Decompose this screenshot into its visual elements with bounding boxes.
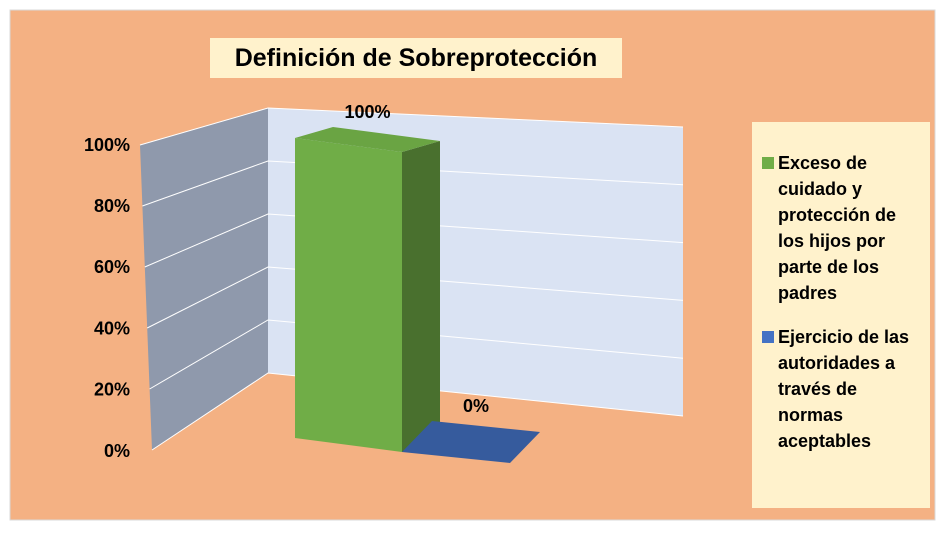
bar-top [402, 421, 540, 463]
grid-line [151, 372, 684, 451]
legend-swatch [762, 331, 774, 343]
y-tick-label: 0% [104, 441, 130, 461]
grid-line [139, 107, 684, 146]
bar [402, 421, 540, 463]
grid-line [142, 160, 684, 207]
y-tick-label: 80% [94, 196, 130, 216]
legend-label: Exceso de cuidado y protección de los hi… [778, 153, 897, 303]
legend-swatch [762, 157, 774, 169]
grid-line [146, 266, 684, 329]
bar-side [402, 141, 440, 452]
side-wall [140, 108, 268, 450]
grid-line [149, 319, 684, 390]
legend: Exceso de cuidado y protección de los hi… [752, 122, 930, 508]
bar [295, 127, 440, 452]
bar-top [295, 127, 440, 152]
chart-title: Definición de Sobreprotección [210, 38, 622, 78]
y-tick-label: 60% [94, 257, 130, 277]
legend-item: Exceso de cuidado y protección de los hi… [762, 150, 922, 306]
grid-line [144, 213, 684, 268]
y-tick-label: 40% [94, 318, 130, 338]
value-label: 100% [344, 102, 390, 122]
bar-front [295, 138, 402, 452]
legend-label: Ejercicio de las autoridades a través de… [778, 327, 910, 451]
y-tick-label: 20% [94, 380, 130, 400]
legend-item: Ejercicio de las autoridades a través de… [762, 324, 922, 454]
y-tick-label: 100% [84, 135, 130, 155]
value-label: 0% [463, 396, 489, 416]
